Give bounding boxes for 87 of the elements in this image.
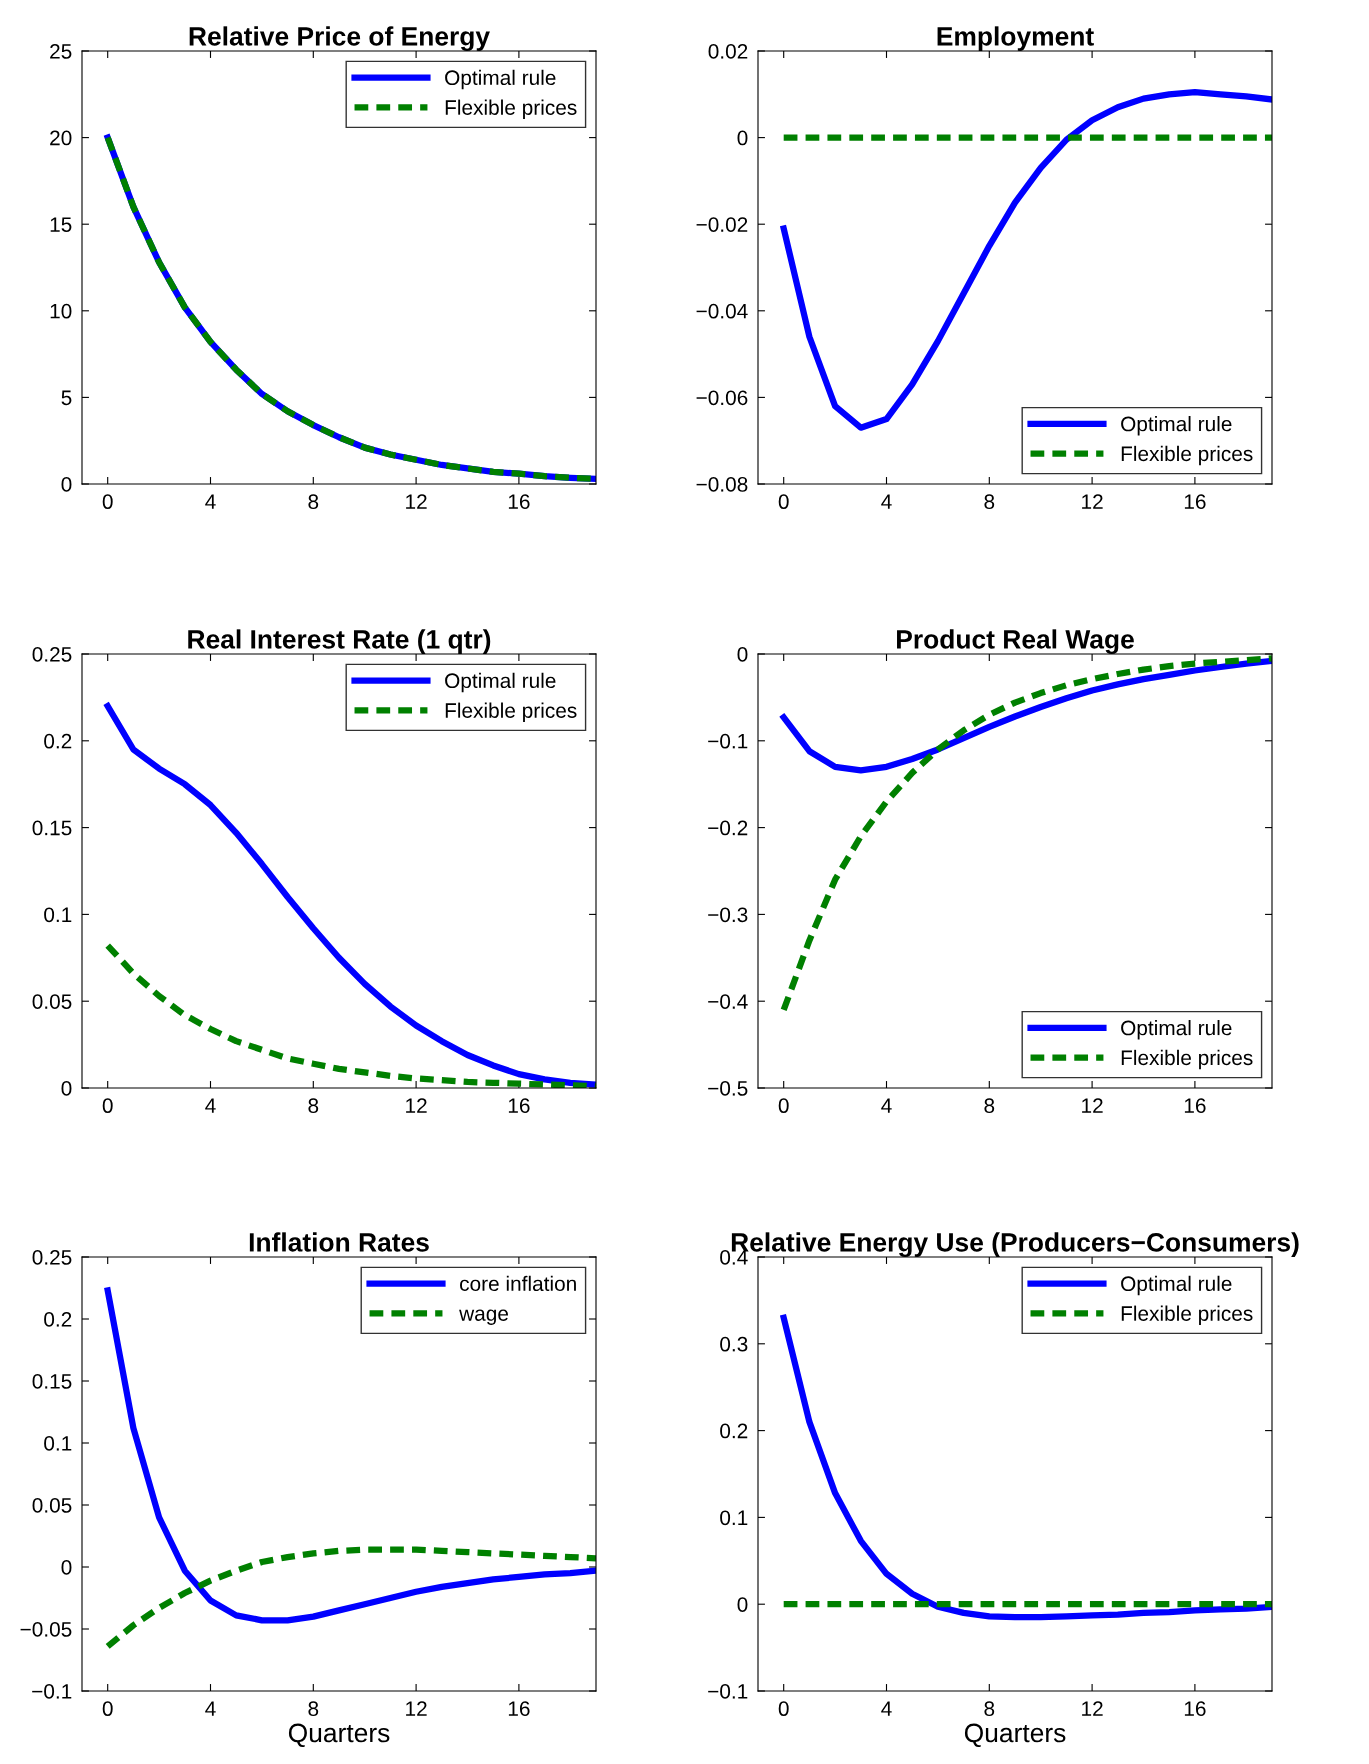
chart-title: Product Real Wage [897, 629, 1134, 655]
x-tick-label: 4 [205, 1098, 216, 1113]
y-tick-label: 0 [61, 1081, 72, 1096]
x-tick-label: 16 [1184, 1098, 1206, 1114]
chart-title: Real Interest Rate (1 qtr) [188, 629, 491, 654]
legend-label: wage [459, 1309, 509, 1326]
x-tick-label: 16 [508, 1098, 530, 1114]
y-tick-label: 0 [737, 1597, 748, 1612]
x-tick-label: 0 [778, 494, 789, 510]
legend-label: Flexible prices [1121, 1305, 1253, 1326]
x-tick-label: 0 [102, 494, 113, 510]
y-tick-label: −0.4 [708, 994, 748, 1009]
x-tick-label: 4 [881, 1701, 892, 1716]
x-tick-label: 12 [406, 1098, 427, 1113]
y-tick-label: 15 [50, 217, 72, 232]
chart-title: Employment [937, 26, 1094, 51]
y-tick-label: 0.05 [32, 994, 72, 1009]
y-tick-label: 0.2 [44, 733, 72, 749]
x-tick-label: 4 [205, 494, 216, 509]
y-tick-label: 0.1 [720, 1510, 748, 1526]
y-tick-label: 0 [61, 1560, 72, 1575]
y-tick-label: 20 [50, 130, 72, 146]
y-tick-label: −0.05 [20, 1622, 72, 1637]
y-tick-label: 0.25 [32, 647, 72, 662]
x-tick-label: 12 [1082, 1098, 1103, 1113]
x-tick-label: 12 [406, 1701, 427, 1716]
x-tick-label: 8 [984, 494, 995, 510]
x-tick-label: 16 [508, 1701, 530, 1717]
y-tick-label: 5 [61, 390, 72, 406]
legend-label: Flexible prices [445, 99, 577, 120]
y-tick-label: 0.1 [44, 1436, 72, 1451]
x-tick-label: 16 [1184, 1701, 1206, 1717]
y-tick-label: −0.04 [696, 303, 748, 319]
y-tick-label: 0.02 [708, 44, 748, 59]
legend-label: Optimal rule [1121, 1275, 1232, 1296]
x-tick-label: 12 [1082, 494, 1103, 509]
y-tick-label: 0.4 [720, 1250, 748, 1265]
y-tick-label: 0.15 [32, 1374, 72, 1389]
y-tick-label: −0.1 [708, 1684, 748, 1699]
y-tick-label: 25 [50, 44, 72, 59]
x-axis-title: Quarters [964, 1723, 1066, 1748]
chart-title: Relative Price of Energy [189, 26, 490, 52]
x-tick-label: 8 [984, 1701, 995, 1717]
x-tick-label: 16 [1184, 494, 1206, 510]
legend-label: Optimal rule [445, 672, 556, 693]
legend-label: Flexible prices [1121, 445, 1253, 466]
x-tick-label: 12 [406, 494, 427, 509]
y-tick-label: 0.1 [44, 907, 72, 923]
y-tick-label: 0.25 [32, 1250, 72, 1265]
x-tick-label: 0 [778, 1701, 789, 1717]
y-tick-label: −0.1 [32, 1684, 72, 1699]
x-tick-label: 4 [881, 494, 892, 509]
x-tick-label: 0 [778, 1098, 789, 1114]
x-tick-label: 12 [1082, 1701, 1103, 1716]
y-tick-label: −0.1 [708, 733, 748, 749]
x-tick-label: 8 [984, 1098, 995, 1114]
x-tick-label: 8 [308, 1098, 319, 1114]
legend-label: Optimal rule [445, 69, 556, 90]
x-tick-label: 0 [102, 1098, 113, 1114]
y-tick-label: 0.3 [720, 1336, 748, 1352]
y-tick-label: 0 [61, 477, 72, 492]
legend-label: Flexible prices [1121, 1049, 1253, 1070]
legend-label: Optimal rule [1121, 415, 1232, 436]
x-tick-label: 8 [308, 1701, 319, 1717]
y-tick-label: −0.5 [708, 1081, 748, 1096]
y-tick-label: −0.02 [696, 217, 748, 232]
legend-label: Flexible prices [445, 702, 577, 723]
chart-title: Inflation Rates [249, 1232, 429, 1252]
y-tick-label: 0 [737, 647, 748, 662]
y-tick-label: 0.05 [32, 1498, 72, 1513]
y-tick-label: 0.2 [44, 1312, 72, 1327]
y-tick-label: 0.15 [32, 820, 72, 836]
x-tick-label: 0 [102, 1701, 113, 1717]
y-tick-label: −0.3 [708, 907, 748, 923]
y-tick-label: −0.08 [696, 477, 748, 492]
x-tick-label: 8 [308, 494, 319, 510]
legend-label: core inflation [460, 1275, 576, 1292]
y-tick-label: −0.2 [708, 820, 748, 836]
x-tick-label: 4 [205, 1701, 216, 1716]
x-axis-title: Quarters [288, 1723, 390, 1748]
y-tick-label: 10 [50, 303, 72, 319]
x-tick-label: 16 [508, 494, 530, 510]
y-tick-label: −0.06 [696, 390, 748, 406]
y-tick-label: 0 [737, 130, 748, 146]
legend-label: Optimal rule [1121, 1019, 1232, 1040]
y-tick-label: 0.2 [720, 1423, 748, 1439]
x-tick-label: 4 [881, 1098, 892, 1113]
